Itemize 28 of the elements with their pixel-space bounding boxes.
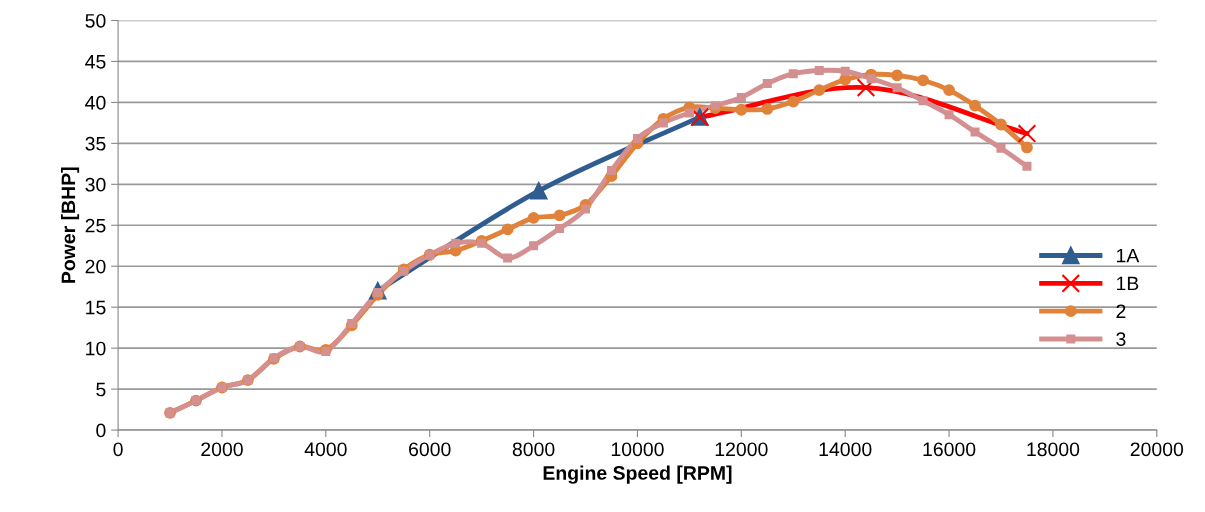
y-tick-label: 10 [86,341,106,356]
legend-label: 3 [1116,332,1126,346]
y-tick-label: 20 [85,259,106,274]
x-tick-label: 10000 [611,442,664,457]
y-tick-label: 40 [85,95,106,110]
x-tick-label: 0 [113,442,123,457]
x-tick-label: 12000 [715,442,768,457]
y-tick-label: 35 [85,136,106,151]
x-tick-label: 16000 [923,442,976,457]
x-tick-label: 18000 [1027,442,1080,457]
legend-label: 1B [1117,276,1139,291]
y-tick-label: 25 [85,218,106,233]
x-tick-label: 8000 [512,442,555,457]
x-tick-label: 2000 [201,442,243,457]
x-tick-label: 14000 [819,442,872,457]
y-axis-title: Power [BHP] [60,167,80,283]
legend-label: 1A [1117,248,1140,263]
x-tick-label: 20000 [1130,442,1184,457]
legend-label: 2 [1116,304,1126,318]
y-tick-label: 45 [85,55,106,69]
y-tick-label: 15 [86,300,106,315]
y-tick-label: 5 [96,382,106,397]
y-tick-label: 30 [85,177,106,192]
y-tick-label: 50 [85,13,106,28]
x-tick-label: 6000 [409,442,451,457]
x-axis-title: Engine Speed [RPM] [543,465,732,484]
x-tick-label: 4000 [304,442,347,457]
y-tick-label: 0 [96,423,106,438]
